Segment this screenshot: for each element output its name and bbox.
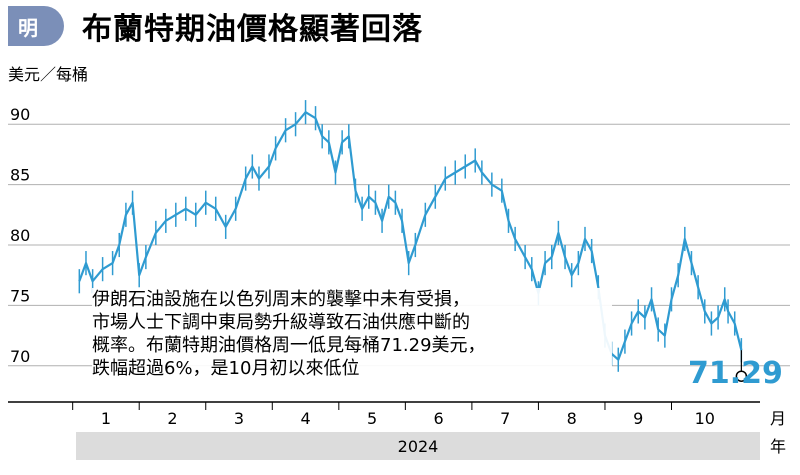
y-tick-labels: 70 75 80 85 90 (10, 105, 30, 366)
price-line (78, 111, 743, 361)
x-tick-label: 10 (695, 409, 715, 428)
y-axis-unit: 美元／每桶 (8, 65, 88, 84)
x-axis-month-unit: 月 (770, 409, 786, 428)
price-series (78, 100, 748, 382)
x-tick-label: 1 (101, 409, 111, 428)
x-tick-label: 5 (367, 409, 377, 428)
y-tick-label: 75 (10, 286, 30, 305)
ming-pao-logo: 明 (8, 6, 64, 46)
x-tick-label: 6 (434, 409, 444, 428)
year-band (76, 432, 760, 460)
annotation-line: 概率。布蘭特期油價格周一低見每桶71.29美元， (92, 335, 486, 356)
y-tick-label: 90 (10, 105, 30, 124)
x-tick-label: 7 (500, 409, 510, 428)
x-tick-label: 8 (567, 409, 577, 428)
y-tick-label: 80 (10, 226, 30, 245)
logo-text: 明 (18, 16, 38, 40)
x-tick-label: 4 (300, 409, 310, 428)
year-label: 2024 (398, 437, 439, 456)
x-tick-label: 2 (167, 409, 177, 428)
last-value-label: 71.29 (688, 356, 783, 391)
annotation-line: 伊朗石油設施在以色列周末的襲擊中未有受損， (92, 289, 470, 310)
y-tick-label: 70 (10, 347, 30, 366)
annotation-line: 市場人士下調中東局勢升級導致石油供應中斷的 (92, 312, 470, 333)
last-point-marker (735, 370, 748, 382)
x-tick-label: 3 (234, 409, 244, 428)
x-axis: 1 2 3 4 5 6 7 8 9 10 月 2024 年 (8, 401, 786, 460)
annotation-line: 跌幅超過6%，是10月初以來低位 (92, 358, 360, 379)
y-tick-label: 85 (10, 166, 30, 185)
x-tick-label: 9 (633, 409, 643, 428)
x-axis-year-unit: 年 (770, 437, 786, 456)
header: 明 布蘭特期油價格顯著回落 (8, 4, 423, 48)
annotation-text: 伊朗石油設施在以色列周末的襲擊中未有受損， 市場人士下調中東局勢升級導致石油供應… (92, 288, 612, 380)
chart-title: 布蘭特期油價格顯著回落 (82, 12, 423, 47)
